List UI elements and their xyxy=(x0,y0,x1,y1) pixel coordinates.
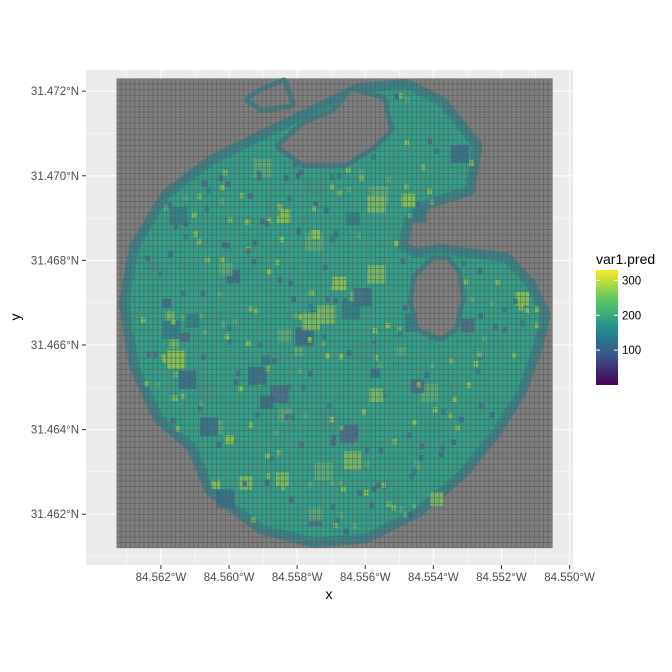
x-tick-label: 84.558°W xyxy=(272,572,323,584)
x-tick-label: 84.554°W xyxy=(408,572,459,584)
legend-label: 300 xyxy=(622,275,641,287)
y-tick-label: 31.462°N xyxy=(31,509,79,521)
y-axis-title: y xyxy=(7,314,23,321)
y-tick-label: 31.466°N xyxy=(31,340,79,352)
y-axis: 31.462°N 31.464°N 31.466°N 31.468°N 31.470°N… xyxy=(31,86,86,521)
x-tick-label: 84.556°W xyxy=(340,572,391,584)
cell-grid-overlay xyxy=(116,78,553,549)
legend-ticks: 100 200 300 xyxy=(596,275,641,357)
y-tick-label: 31.472°N xyxy=(31,86,79,98)
legend-label: 100 xyxy=(622,345,641,357)
legend: var1.pred 100 200 300 xyxy=(596,251,655,385)
legend-label: 200 xyxy=(622,310,641,322)
x-axis-title: x xyxy=(326,586,333,602)
x-axis: 84.562°W 84.560°W 84.558°W 84.556°W 84.554°W… xyxy=(136,565,595,584)
x-tick-label: 84.550°W xyxy=(544,572,595,584)
x-tick-label: 84.560°W xyxy=(204,572,255,584)
y-tick-label: 31.468°N xyxy=(31,255,79,267)
legend-title: var1.pred xyxy=(596,251,655,267)
legend-colorbar xyxy=(596,270,618,385)
x-tick-label: 84.562°W xyxy=(136,572,187,584)
y-tick-label: 31.470°N xyxy=(31,171,79,183)
x-tick-label: 84.552°W xyxy=(476,572,527,584)
y-tick-label: 31.464°N xyxy=(31,425,79,437)
raster-layer xyxy=(116,77,553,549)
